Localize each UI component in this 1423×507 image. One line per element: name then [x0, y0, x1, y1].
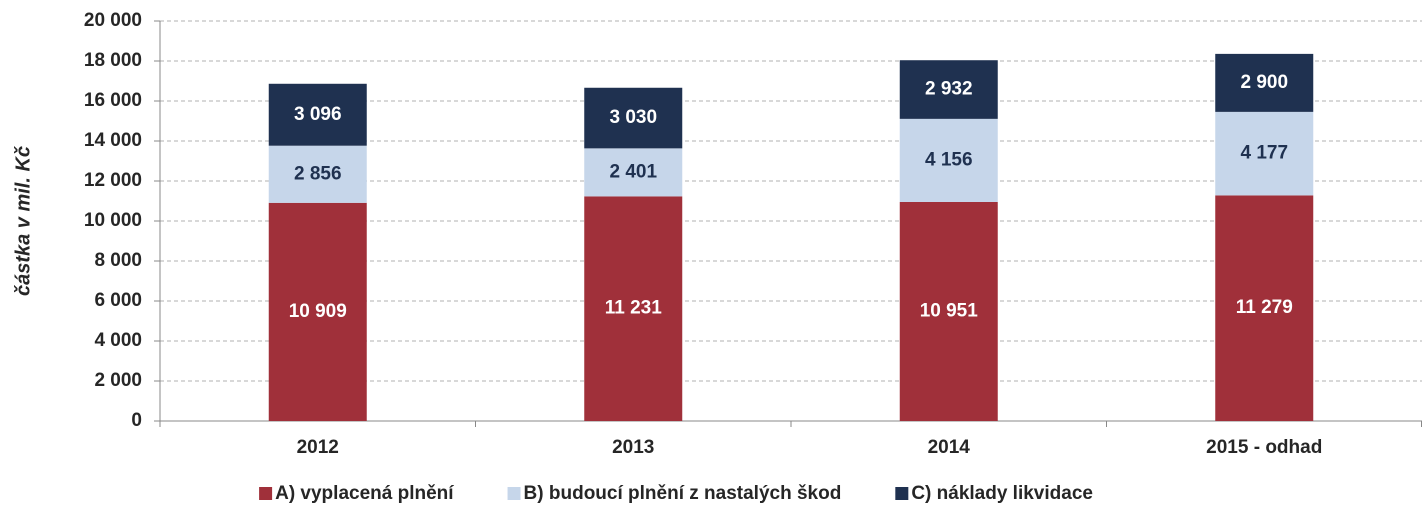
data-label: 3 096	[294, 104, 342, 125]
x-tick-label: 2014	[928, 437, 971, 458]
legend-label: C) náklady likvidace	[911, 483, 1093, 504]
legend-swatch	[895, 487, 909, 500]
data-label: 10 951	[920, 301, 979, 322]
data-label: 2 856	[294, 163, 342, 184]
bar-segment	[899, 60, 998, 119]
y-tick-label: 14 000	[84, 130, 142, 151]
y-tick-label: 20 000	[84, 10, 142, 31]
data-label: 11 231	[605, 298, 662, 319]
bar-segment	[584, 196, 683, 421]
y-tick-label: 18 000	[84, 50, 142, 71]
data-label: 4 156	[925, 149, 973, 170]
data-label: 2 401	[609, 161, 657, 182]
y-tick-label: 16 000	[84, 90, 142, 111]
y-tick-label: 8 000	[94, 250, 142, 271]
data-label: 2 900	[1240, 72, 1288, 93]
y-tick-label: 12 000	[84, 170, 142, 191]
data-label: 4 177	[1240, 143, 1288, 164]
bar-segment	[584, 87, 683, 149]
bar-segment	[584, 148, 683, 197]
y-axis-title: částka v mil. Kč	[12, 146, 34, 296]
bar-segment	[268, 202, 367, 421]
y-tick-label: 0	[131, 410, 142, 431]
bar-segment	[1215, 195, 1314, 421]
bar-segment	[1215, 111, 1314, 196]
legend-label: B) budoucí plnění z nastalých škod	[524, 483, 842, 504]
y-tick-label: 6 000	[94, 290, 142, 311]
y-tick-label: 2 000	[94, 370, 142, 391]
data-label: 2 932	[925, 79, 973, 100]
x-tick-label: 2015 - odhad	[1206, 437, 1322, 458]
bar-segment	[899, 201, 998, 421]
data-label: 10 909	[289, 301, 347, 322]
data-label: 3 030	[609, 107, 657, 128]
bar-segment	[268, 145, 367, 203]
legend-swatch	[259, 487, 273, 500]
bar-segment	[899, 118, 998, 202]
y-tick-label: 4 000	[94, 330, 142, 351]
legend-swatch	[507, 487, 521, 500]
x-tick-label: 2012	[297, 437, 339, 458]
x-tick-label: 2013	[612, 437, 654, 458]
y-tick-label: 10 000	[84, 210, 142, 231]
data-label: 11 279	[1236, 297, 1293, 318]
bar-segment	[1215, 53, 1314, 112]
bar-segment	[268, 83, 367, 146]
legend-label: A) vyplacená plnění	[275, 483, 454, 504]
